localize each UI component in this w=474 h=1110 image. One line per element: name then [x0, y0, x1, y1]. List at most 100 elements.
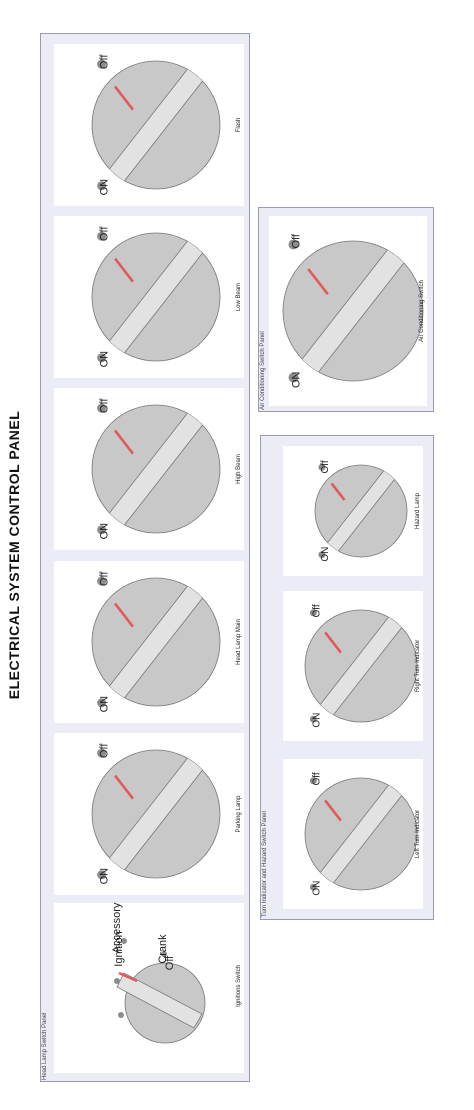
switch-air-conditioning-on-dot[interactable]: [288, 372, 299, 383]
switch-parking-lamp-svg: Off ON Parking Lamp: [91, 743, 242, 885]
switch-air-conditioning-knob[interactable]: [282, 237, 424, 385]
switch-left-turn-indicator-on-dot[interactable]: [309, 883, 317, 891]
switch-low-beam-label: Low Beam: [236, 283, 242, 311]
switch-low-beam-off-label: Off: [99, 226, 111, 241]
switch-head-lamp-main-off-label: Off: [99, 571, 111, 586]
switch-left-turn-indicator-knob[interactable]: [304, 775, 418, 893]
switch-air-conditioning-svg: Off ON Air Conditioning Switch: [282, 233, 425, 388]
switch-high-beam-on-dot[interactable]: [97, 525, 107, 535]
ignition-switch-label: Ignitions Switch: [236, 965, 242, 1007]
switch-left-turn-indicator-knob-indicator: [324, 799, 342, 822]
switch-flash-knob[interactable]: [91, 58, 221, 192]
switch-air-conditioning-label: Air Conditioning Switch: [419, 280, 425, 342]
switch-low-beam-on-label: ON: [99, 351, 111, 368]
switch-hazard-lamp-off-dot[interactable]: [318, 463, 326, 471]
switch-low-beam-knob[interactable]: [91, 230, 221, 364]
ignition-accessory-label: Accessory: [111, 902, 123, 953]
switch-air-conditioning-off-dot[interactable]: [288, 239, 299, 250]
switch-right-turn-indicator-on-label: ON: [311, 713, 322, 728]
switch-hazard-lamp-on-label: ON: [320, 547, 331, 562]
switch-right-turn-indicator-off-label: Off: [311, 604, 322, 617]
switch-hazard-lamp-cell: Off ON Hazard Lamp: [283, 446, 423, 576]
switch-high-beam-on-label: ON: [99, 523, 111, 540]
switch-high-beam-knob[interactable]: [91, 402, 221, 536]
switch-parking-lamp-off-label: Off: [99, 743, 111, 758]
switch-parking-lamp-cell: Off ON Parking Lamp: [54, 733, 244, 895]
switch-hazard-lamp-svg: Off ON Hazard Lamp: [314, 460, 421, 562]
ignition-knob-indicator: [118, 971, 138, 983]
switch-head-lamp-main-knob[interactable]: [91, 575, 221, 709]
switch-parking-lamp-on-label: ON: [99, 868, 111, 885]
head-lamp-panel-title: Head Lamp Switch Panel: [42, 1012, 48, 1080]
ac-panel-title: Air Conditioning Switch Panel: [260, 331, 266, 410]
switch-low-beam-svg: Off ON Low Beam: [91, 226, 242, 368]
ignition-ignition-dot: [114, 978, 120, 984]
ignition-crank-dot: [118, 1012, 124, 1018]
switch-flash-off-dot[interactable]: [97, 59, 107, 69]
switch-low-beam-off-dot[interactable]: [97, 231, 107, 241]
switch-parking-lamp-on-dot[interactable]: [97, 870, 107, 880]
switch-parking-lamp-knob-indicator: [114, 774, 134, 800]
switch-air-conditioning-cell: Off ON Air Conditioning Switch: [269, 216, 427, 406]
switch-flash-on-dot[interactable]: [97, 181, 107, 191]
ignition-switch-knob[interactable]: [116, 962, 206, 1044]
ignition-off-label: Off: [164, 955, 176, 970]
switch-right-turn-indicator-cell: Off ON Right Turn Indicator: [283, 591, 423, 741]
switch-flash-svg: Off ON Flash: [91, 54, 242, 196]
page-title: ELECTRICAL SYSTEM CONTROL PANEL: [6, 410, 22, 700]
switch-head-lamp-main-on-dot[interactable]: [97, 698, 107, 708]
switch-high-beam-knob-indicator: [114, 429, 134, 455]
switch-parking-lamp-knob[interactable]: [91, 747, 221, 881]
switch-left-turn-indicator-svg: Off ON Left Turn Indicator: [304, 772, 421, 896]
switch-flash-off-label: Off: [99, 54, 111, 69]
switch-high-beam-cell: Off ON High Beam: [54, 388, 244, 550]
switch-air-conditioning-off-label: Off: [291, 233, 303, 248]
switch-right-turn-indicator-svg: Off ON Right Turn Indicator: [304, 604, 421, 728]
switch-flash-knob-indicator: [114, 85, 134, 111]
switch-parking-lamp-off-dot[interactable]: [97, 748, 107, 758]
head-lamp-switch-panel: Head Lamp Switch Panel Off Accessory Ign…: [40, 33, 250, 1082]
switch-right-turn-indicator-off-dot[interactable]: [309, 609, 317, 617]
switch-flash-label: Flash: [236, 118, 242, 133]
switch-low-beam-cell: Off ON Low Beam: [54, 216, 244, 378]
switch-high-beam-off-label: Off: [99, 398, 111, 413]
switch-left-turn-indicator-off-dot[interactable]: [309, 777, 317, 785]
switch-hazard-lamp-off-label: Off: [320, 460, 331, 473]
ignition-switch-svg: Off Accessory Ignition Crank Ignitions S…: [111, 902, 242, 1044]
switch-air-conditioning-on-label: ON: [291, 371, 303, 388]
ignition-ignition-label: Ignition: [113, 931, 125, 966]
switch-parking-lamp-label: Parking Lamp: [236, 795, 242, 833]
switch-flash-on-label: ON: [99, 179, 111, 196]
switch-head-lamp-main-svg: Off ON Head Lamp Main: [91, 571, 242, 713]
switch-right-turn-indicator-label: Right Turn Indicator: [415, 640, 421, 692]
switch-head-lamp-main-cell: Off ON Head Lamp Main: [54, 561, 244, 723]
switch-low-beam-on-dot[interactable]: [97, 353, 107, 363]
switch-air-conditioning-knob-indicator: [307, 268, 329, 295]
switch-right-turn-indicator-knob-indicator: [324, 631, 342, 654]
turn-panel-title: Turn Indicator and Hazard Switch Panel: [262, 811, 268, 917]
switch-head-lamp-main-knob-indicator: [114, 602, 134, 628]
switch-hazard-lamp-label: Hazard Lamp: [415, 492, 421, 529]
air-conditioning-switch-panel: Air Conditioning Switch Panel Off ON Air C…: [258, 207, 434, 412]
switch-left-turn-indicator-on-label: ON: [311, 881, 322, 896]
switch-right-turn-indicator-on-dot[interactable]: [309, 715, 317, 723]
ignition-off-dot: [161, 951, 167, 957]
ignition-switch-cell: Off Accessory Ignition Crank Ignitions S…: [54, 902, 244, 1073]
switch-right-turn-indicator-knob[interactable]: [304, 607, 418, 725]
switch-high-beam-off-dot[interactable]: [97, 403, 107, 413]
switch-head-lamp-main-off-dot[interactable]: [97, 576, 107, 586]
switch-head-lamp-main-on-label: ON: [99, 696, 111, 713]
switch-high-beam-label: High Beam: [236, 454, 242, 484]
switch-high-beam-svg: Off ON High Beam: [91, 398, 242, 540]
switch-left-turn-indicator-off-label: Off: [311, 772, 322, 785]
switch-low-beam-knob-indicator: [114, 257, 134, 283]
ignition-accessory-dot: [121, 938, 127, 944]
switch-left-turn-indicator-label: Left Turn Indicator: [415, 810, 421, 858]
turn-indicator-hazard-switch-panel: Turn Indicator and Hazard Switch Panel O…: [260, 435, 434, 920]
switch-hazard-lamp-knob[interactable]: [314, 462, 408, 560]
switch-head-lamp-main-label: Head Lamp Main: [236, 619, 242, 665]
switch-flash-cell: Off ON Flash: [54, 44, 244, 206]
switch-hazard-lamp-knob-indicator: [330, 482, 346, 501]
switch-hazard-lamp-on-dot[interactable]: [318, 551, 326, 559]
